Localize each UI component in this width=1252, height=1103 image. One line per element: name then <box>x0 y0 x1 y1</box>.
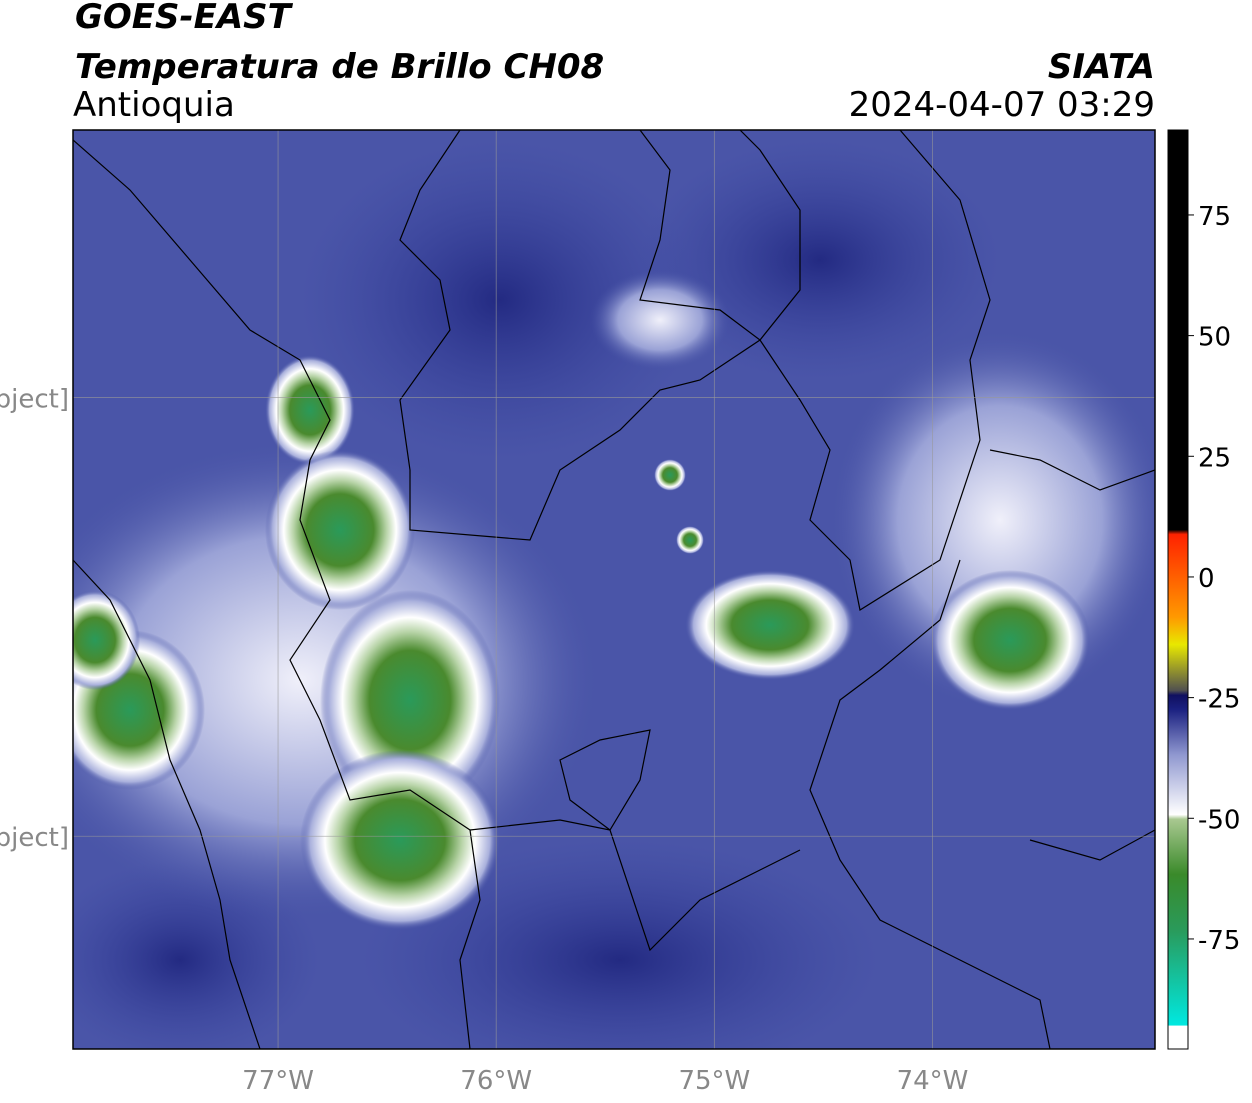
subtitle: Temperatura de Brillo CH08 <box>75 47 604 87</box>
graticule <box>73 130 1155 1049</box>
lon-tick-label: 74°W <box>897 1066 969 1096</box>
datetime: 2024-04-07 03:29 <box>849 85 1155 125</box>
title: GOES-EAST <box>75 0 294 37</box>
borders <box>73 130 1155 1049</box>
colorbar <box>1167 129 1189 1050</box>
colorbar-tick-label: 75 <box>1198 202 1231 232</box>
colorbar-tick-label: -25 <box>1198 685 1240 715</box>
cloud <box>300 750 500 930</box>
dry-area <box>300 140 700 460</box>
colorbar-tick-label: -50 <box>1198 805 1240 835</box>
cloud <box>676 526 704 554</box>
lat-tick-label: [object Object] <box>0 385 69 415</box>
dry-area <box>360 840 880 1049</box>
source: SIATA <box>1048 47 1155 87</box>
cloud <box>685 570 855 680</box>
cloud <box>73 590 140 690</box>
lon-tick-label: 76°W <box>460 1066 532 1096</box>
cloud <box>320 590 500 810</box>
lon-tick-label: 75°W <box>678 1066 750 1096</box>
map-image <box>73 130 1155 1049</box>
lon-tick-label: 77°W <box>242 1066 314 1096</box>
cloud <box>654 459 686 491</box>
lat-tick-label: [object Object] <box>0 823 69 853</box>
cloud <box>265 450 415 610</box>
cloud <box>265 355 355 465</box>
map-frame <box>72 129 1156 1050</box>
colorbar-tick-label: 0 <box>1198 564 1215 594</box>
cloud <box>930 570 1090 710</box>
colorbar-tick-label: 25 <box>1198 443 1231 473</box>
colorbar-tick-label: -75 <box>1198 926 1240 956</box>
haze <box>590 270 730 370</box>
colorbar-tick-label: 50 <box>1198 323 1231 353</box>
region: Antioquia <box>73 85 235 125</box>
